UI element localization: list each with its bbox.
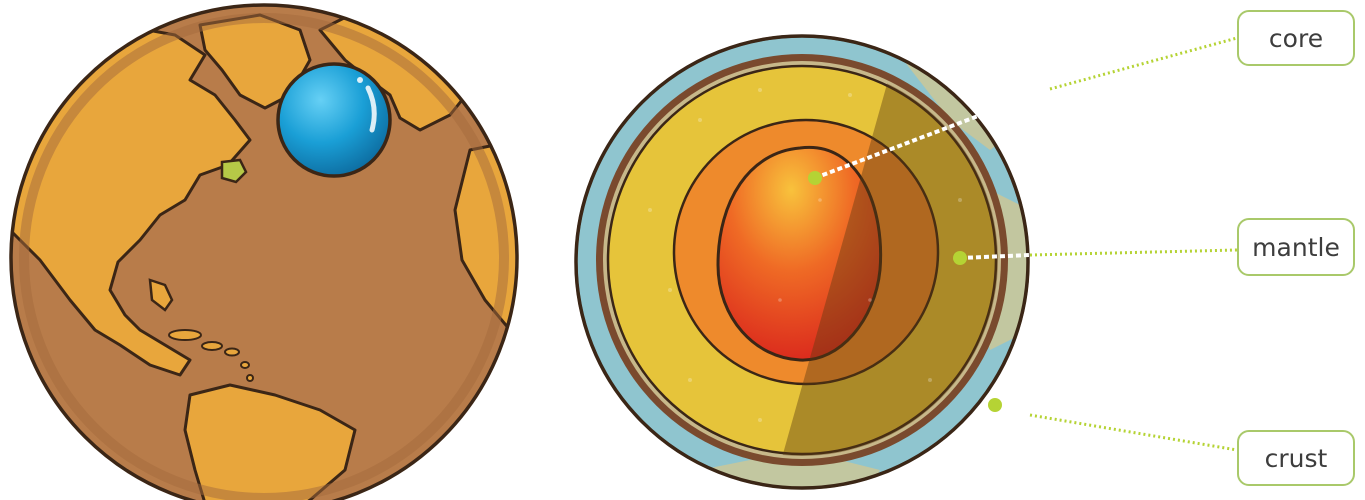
earth-layers (574, 34, 1030, 490)
crust-leader-inner (994, 403, 1031, 417)
leader-lines (808, 36, 1238, 452)
core-layer (716, 145, 883, 362)
core-label: core (1237, 10, 1355, 66)
mantle-leader-inner (959, 253, 1031, 260)
globe-outline (9, 3, 519, 500)
crust-label-text: crust (1264, 443, 1328, 473)
core-leader-dot (808, 171, 822, 185)
mantle-leader-outer (1029, 248, 1238, 257)
florida-shape (148, 278, 174, 312)
newfoundland-shape (220, 158, 248, 184)
core-leader-outer (1049, 36, 1238, 91)
mantle-label-text: mantle (1252, 232, 1340, 262)
crust-leader-dot (988, 398, 1002, 412)
blue-ball (276, 62, 392, 178)
core-leader-inner (814, 60, 1121, 180)
mantle-leader-dot (953, 251, 967, 265)
mantle-label: mantle (1237, 218, 1355, 276)
sphere-outline (574, 34, 1030, 490)
texture-dots (648, 88, 962, 422)
crust-label: crust (1237, 430, 1355, 486)
caribbean-islands (168, 329, 254, 382)
globe (9, 3, 519, 500)
crust-leader-outer (1029, 413, 1238, 452)
core-label-text: core (1268, 23, 1324, 53)
